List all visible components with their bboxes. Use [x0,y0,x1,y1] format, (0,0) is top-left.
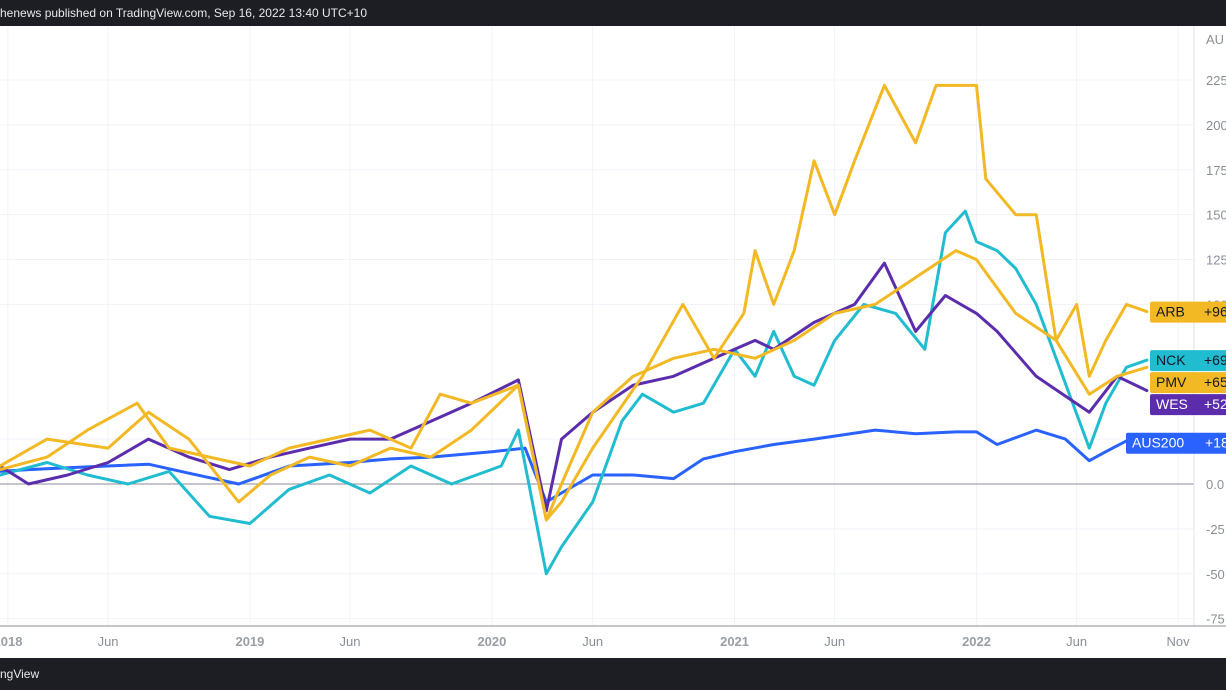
value-tag-bg [1150,350,1226,372]
x-axis: 2018 Jun 2019 Jun 2020 Jun 2021 Jun 2022 Jun Nov [0,634,1190,649]
y-tick-label: 175 [1206,163,1226,178]
series-line-nck [0,209,1149,576]
x-tick-label: Jun [340,634,361,649]
chart-grid [0,26,1194,626]
value-tag-bg [1126,432,1226,454]
x-tick-label: 2022 [962,634,991,649]
x-tick-label: Jun [1066,634,1087,649]
value-tag-value: +69 [1204,352,1226,368]
series-line-pmv [0,249,1149,522]
x-tick-label: 2019 [235,634,264,649]
publish-info-bar: henews published on TradingView.com, Sep… [0,0,1226,26]
brand-footer-bar: ngView [0,658,1226,690]
series-line-arb [0,83,1149,522]
x-tick-label: 2020 [477,634,506,649]
value-tag-value: +96 [1204,304,1226,320]
series-lines [0,83,1149,576]
value-tag-value: +52 [1204,396,1226,412]
value-tag-arb: ARB +96 [1150,301,1226,323]
y-tick-label: -50 [1206,567,1225,582]
x-tick-label: Jun [582,634,603,649]
y-tick-label: -75 [1206,612,1225,627]
value-tag-bg [1150,372,1226,394]
value-tag-bg [1150,394,1226,416]
value-tag-nck: NCK +69 [1150,350,1226,372]
series-line-aus200 [0,428,1149,504]
publish-info-text: henews published on TradingView.com, Sep… [0,6,368,20]
value-tag-name: ARB [1156,304,1185,320]
value-tag-bg [1150,301,1226,323]
value-tag-wes: WES +52 [1150,394,1226,416]
value-tag-name: NCK [1156,352,1186,368]
y-tick-label: -25 [1206,522,1225,537]
value-tag-value: +65 [1204,374,1226,390]
value-tag-aus200: AUS200 +18 [1126,432,1226,454]
value-tag-name: PMV [1156,374,1187,390]
value-tag-name: AUS200 [1132,435,1184,451]
y-axis: 225200175150125100250.0-25-50-75 [1206,73,1226,627]
x-tick-label: Jun [98,634,119,649]
value-tag-pmv: PMV +65 [1150,372,1226,394]
value-tag-name: WES [1156,396,1188,412]
y-axis-unit: AU [1206,32,1224,47]
brand-footer-text: ngView [0,667,40,681]
y-tick-label: 125 [1206,253,1226,268]
y-tick-label: 150 [1206,208,1226,223]
x-tick-label: Nov [1167,634,1191,649]
value-tag-value: +18 [1205,435,1226,451]
y-tick-label: 0.0 [1206,477,1224,492]
x-tick-label: Jun [824,634,845,649]
y-tick-label: 225 [1206,73,1226,88]
y-tick-label: 200 [1206,118,1226,133]
comparison-line-chart: 225200175150125100250.0-25-50-75 AU 2018… [0,26,1226,649]
x-tick-label: 2018 [0,634,22,649]
x-tick-label: 2021 [720,634,749,649]
series-value-tags: ARB +96 NCK +69 PMV +65 WES +52 AUS200 +18 [1126,301,1226,454]
